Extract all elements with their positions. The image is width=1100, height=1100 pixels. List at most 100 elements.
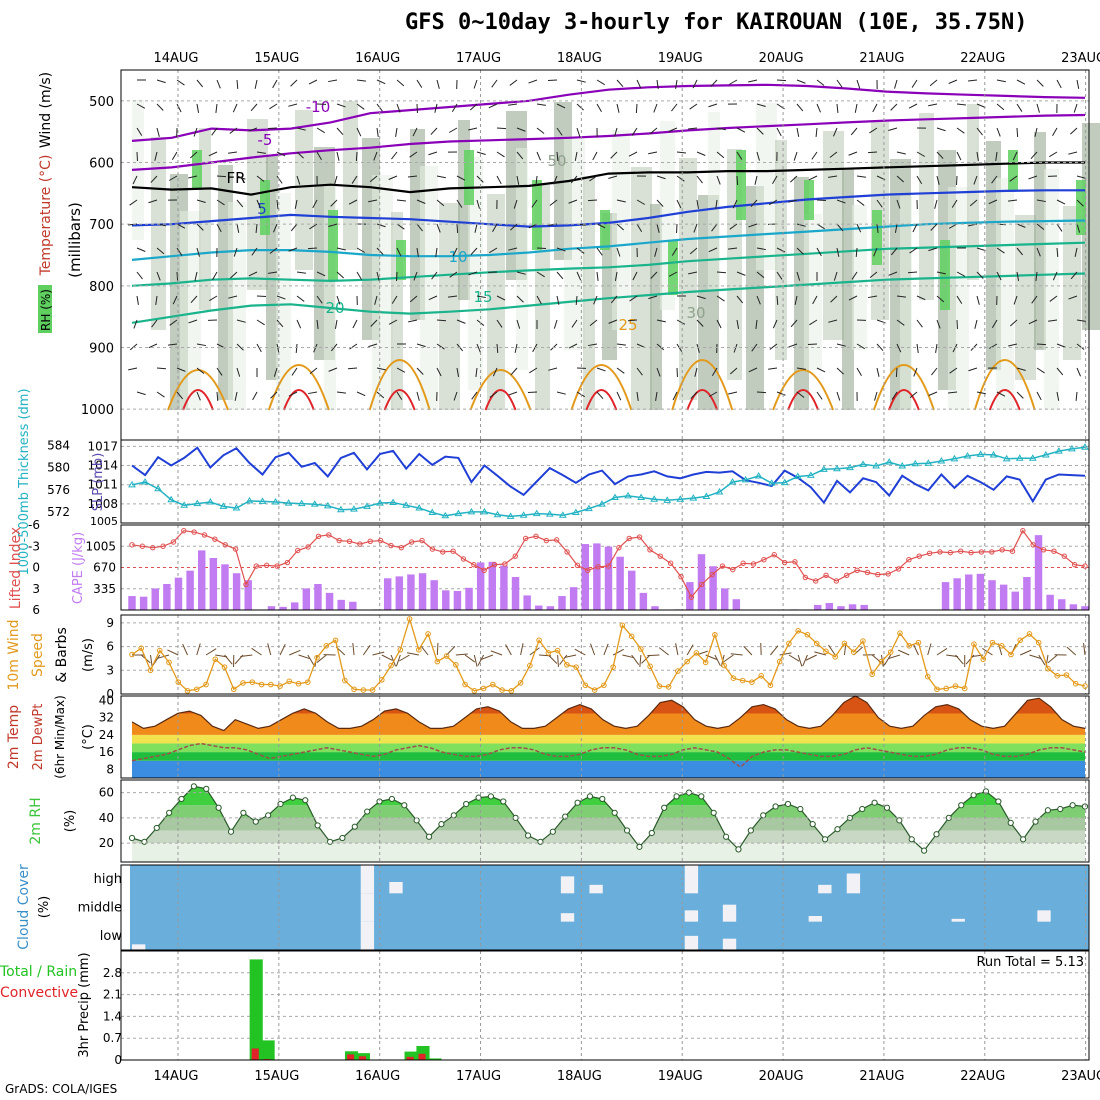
barb-8-5 — [294, 199, 298, 209]
rh2m-point-71 — [1007, 819, 1014, 826]
surface-loop-red-1 — [282, 389, 315, 411]
barb-15-9 — [428, 295, 438, 301]
wind10-point-18 — [295, 680, 302, 687]
barb-1-0 — [156, 79, 166, 84]
barb-8-11 — [295, 343, 298, 354]
wind10-barb-14 — [251, 647, 262, 656]
cloud-low-2 — [684, 935, 699, 950]
cape-bar-35 — [535, 605, 543, 610]
barb-14-9 — [409, 295, 418, 303]
lifted-point-31 — [450, 548, 456, 554]
barb-19-13 — [508, 391, 518, 396]
barb-46-7 — [1056, 247, 1059, 258]
barb-29-9 — [716, 295, 725, 302]
barb-5-11 — [236, 343, 244, 351]
barb-10-8 — [336, 271, 345, 279]
barb-19-11 — [514, 343, 518, 353]
cape-bar-78 — [1034, 535, 1043, 610]
lifted-point-24 — [377, 537, 384, 544]
rh-shade-39 — [756, 103, 777, 270]
barb-11-11 — [349, 343, 358, 350]
wind10-point-44 — [536, 637, 542, 644]
barb-20-1 — [536, 103, 546, 106]
chart-title: GFS 0~10day 3-hourly for KAIROUAN (10E, … — [405, 10, 1028, 35]
barb-5-2 — [229, 127, 238, 134]
cloud-middle-4 — [808, 916, 822, 922]
surface-loop-red-6 — [787, 389, 820, 411]
rh2m-point-41 — [636, 843, 643, 850]
wind10-barb-27 — [381, 654, 393, 661]
thickness-point-50 — [780, 478, 789, 486]
barb-41-12 — [949, 367, 958, 374]
barb-26-12 — [656, 367, 661, 377]
wind10-barb-57 — [647, 654, 660, 657]
precip-conv-2 — [346, 1054, 355, 1060]
barb-5-9 — [228, 295, 238, 299]
barb-26-3 — [648, 151, 658, 155]
temp-ytick-32: 32 — [99, 711, 114, 725]
surface-loop-red-4 — [585, 389, 618, 411]
barb-32-8 — [776, 271, 783, 280]
barb-3-0 — [196, 79, 204, 88]
wind10-point-97 — [1026, 631, 1033, 637]
lifted-point-49 — [636, 534, 643, 540]
cape-bar-82 — [1081, 606, 1089, 610]
barb-31-12 — [748, 367, 758, 373]
rh2m-point-40 — [623, 827, 631, 834]
rh2m-point-60 — [871, 799, 878, 806]
barb-12-11 — [368, 343, 378, 348]
barb-18-6 — [492, 223, 498, 233]
wind10-point-15 — [267, 681, 274, 688]
thickness-point-72 — [1068, 444, 1076, 452]
cloud-middle-0 — [360, 893, 375, 922]
thickness-point-36 — [598, 500, 606, 507]
barb-10-9 — [336, 295, 341, 305]
rh2m-point-25 — [438, 821, 445, 828]
rh2m-point-39 — [611, 809, 618, 816]
rh2m-point-7 — [215, 804, 222, 811]
wind10-barb-72 — [797, 654, 803, 667]
thickness-point-9 — [245, 496, 254, 504]
barb-15-10 — [436, 319, 447, 322]
cloud-middle-2 — [684, 910, 699, 922]
lifted-point-75 — [906, 557, 912, 563]
wind10-point-68 — [758, 673, 764, 679]
thickness-point-54 — [833, 464, 841, 472]
thickness-point-22 — [415, 504, 424, 511]
precip-frame — [120, 950, 1090, 1061]
wind10-barb-75 — [814, 651, 827, 656]
barb-38-8 — [888, 271, 898, 276]
rh2m-point-42 — [648, 829, 655, 837]
rh-shade-9 — [276, 193, 291, 410]
cloud-low-0 — [132, 944, 146, 950]
barb-42-10 — [974, 319, 978, 329]
wind10-barb-48 — [564, 654, 577, 658]
wind10-point-29 — [397, 646, 404, 653]
barb-20-11 — [532, 343, 538, 353]
thickness-point-24 — [441, 511, 450, 519]
wind10-point-55 — [638, 646, 644, 652]
rh2m-point-30 — [500, 798, 507, 805]
barb-25-2 — [631, 127, 638, 136]
barb-43-2 — [996, 127, 1001, 137]
rh2m-point-61 — [883, 804, 891, 811]
barb-34-1 — [816, 103, 821, 113]
cape-bar-10 — [244, 580, 252, 610]
barb-13-1 — [396, 103, 401, 113]
barb-16-5 — [456, 199, 463, 208]
rh2m-point-68 — [970, 792, 977, 799]
barb-43-5 — [988, 199, 998, 205]
date-label-top-18AUG: 18AUG — [557, 51, 602, 66]
temp-ylabel-1: 2m Temp — [6, 705, 22, 769]
cloud-middle-3 — [722, 904, 737, 922]
barb-27-4 — [676, 175, 685, 182]
thickness-point-69 — [1028, 454, 1037, 461]
barb-11-10 — [352, 319, 358, 329]
barb-31-10 — [755, 319, 758, 329]
wind10-point-103 — [1082, 683, 1088, 689]
barb-6-4 — [256, 175, 265, 182]
barb-38-9 — [896, 295, 906, 298]
barb-21-3 — [556, 151, 559, 162]
thickness-point-41 — [663, 496, 672, 503]
lifted-point-74 — [895, 566, 902, 572]
